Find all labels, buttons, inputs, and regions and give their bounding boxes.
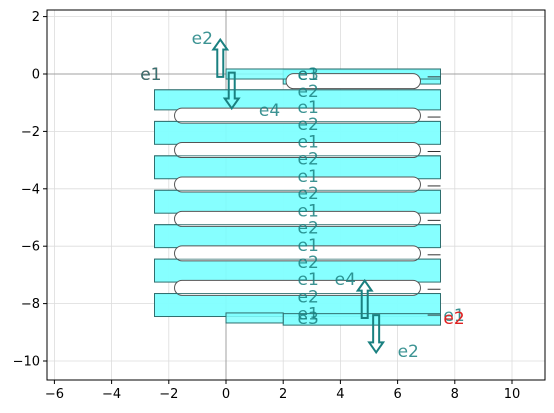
- port-label-e2: e2: [298, 115, 319, 135]
- port-label-e4: e4: [335, 270, 356, 290]
- plot-frame: [46, 9, 546, 381]
- x-tick-label: 2: [279, 387, 287, 402]
- hairpin-loop: [174, 142, 421, 159]
- port-label-e2: e2: [192, 29, 213, 49]
- port-arrow: [211, 37, 230, 78]
- port-label-e2: e2: [298, 287, 319, 307]
- port-label-e1: e1: [298, 236, 319, 256]
- port-label-e1: e1: [140, 65, 161, 85]
- port-label-e1: e1: [140, 65, 161, 85]
- port-label-e3: e3: [298, 65, 319, 85]
- device-shapes: [154, 68, 442, 326]
- port-label-e1: e1: [298, 305, 319, 325]
- y-tick-label: −10: [13, 355, 40, 370]
- port-label-e1: e1: [298, 132, 319, 152]
- port-arrows: [211, 37, 386, 355]
- port-label-e1: e1: [298, 65, 319, 85]
- port-label-e1: e1: [298, 270, 319, 290]
- y-tick-label: −2: [21, 125, 40, 140]
- port-arrow: [222, 71, 241, 111]
- x-tick-label: 4: [336, 387, 344, 402]
- port-label-e1: e1: [298, 98, 319, 118]
- y-tick-label: 2: [32, 10, 40, 25]
- hairpin-loop: [174, 107, 421, 124]
- y-tick-label: −6: [21, 240, 40, 255]
- hairpin-loop: [174, 210, 421, 227]
- y-tick-label: −8: [21, 297, 40, 312]
- hairpin-loop: [285, 73, 421, 90]
- feed-waveguide: [225, 312, 284, 324]
- y-tick-label: 0: [32, 68, 40, 83]
- axis-ticks: −6 −4 −2 0 2 4 6 8 10 2 0 −2 −4 −6 −8 −10: [13, 10, 521, 402]
- port-label-e2: e2: [443, 309, 464, 329]
- port-label-e3: e3: [298, 309, 319, 329]
- x-tick-label: 0: [222, 387, 230, 402]
- port-label-e2: e2: [298, 82, 319, 102]
- port-label-e2: e2: [298, 150, 319, 170]
- port-label-e1: e1: [298, 201, 319, 221]
- port-label-e1: e1: [298, 167, 319, 187]
- x-tick-label: 10: [504, 387, 521, 402]
- x-tick-label: 6: [393, 387, 401, 402]
- port-label-e2: e2: [398, 342, 419, 362]
- y-tick-label: −4: [21, 182, 40, 197]
- port-label-e1: e1: [443, 306, 464, 326]
- x-tick-label: −6: [45, 387, 64, 402]
- port-label-e2: e2: [298, 219, 319, 239]
- port-label-e2: e2: [298, 184, 319, 204]
- port-label-e4: e4: [259, 101, 280, 121]
- port-labels: e1e1e2e4e3e1e2e1e2e1e2e1e2e1e2e1e2e1e2e1…: [140, 29, 464, 362]
- port-label-e2: e2: [298, 253, 319, 273]
- hairpin-loop: [174, 176, 421, 193]
- hairpin-loop: [174, 245, 421, 262]
- port-arrow: [367, 314, 386, 355]
- port-arrow: [355, 278, 374, 319]
- x-tick-label: −2: [159, 387, 178, 402]
- x-tick-label: 8: [451, 387, 459, 402]
- x-tick-label: −4: [102, 387, 121, 402]
